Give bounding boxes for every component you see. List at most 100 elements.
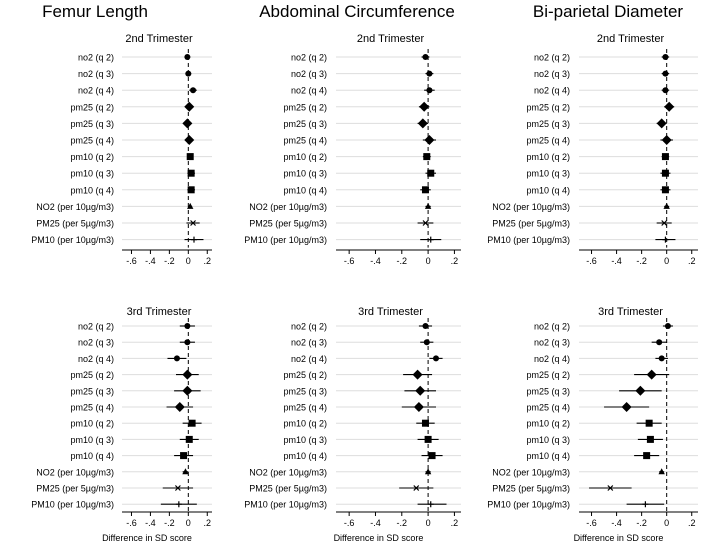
estimate-marker bbox=[656, 339, 663, 346]
row-label: pm10 (q 2) bbox=[70, 419, 114, 429]
estimate-marker bbox=[190, 220, 196, 226]
estimate-marker bbox=[662, 236, 669, 243]
estimate-marker bbox=[428, 452, 436, 460]
row-label: pm10 (q 2) bbox=[283, 152, 327, 162]
row-label: no2 (q 2) bbox=[534, 53, 570, 63]
estimate-marker bbox=[182, 385, 193, 396]
estimate-marker bbox=[646, 369, 657, 380]
x-tick-label: -.2 bbox=[636, 518, 647, 528]
estimate-marker bbox=[424, 468, 432, 475]
row-label: pm10 (q 3) bbox=[526, 169, 570, 179]
estimate-marker bbox=[661, 169, 669, 177]
column-title: Bi-parietal Diameter bbox=[533, 2, 684, 21]
estimate-marker bbox=[415, 385, 426, 396]
x-tick-label: .2 bbox=[451, 256, 459, 266]
estimate-marker bbox=[182, 468, 189, 475]
x-tick-label: -.4 bbox=[145, 518, 156, 528]
forest-panel: 3rd Trimester no2 (q 2) no2 (q 3) no2 (q 4)… bbox=[244, 306, 461, 543]
row-label: PM25 (per 5µg/m3) bbox=[249, 484, 327, 494]
estimate-marker bbox=[427, 236, 434, 243]
row-label: no2 (q 2) bbox=[534, 322, 570, 332]
row-label: PM25 (per 5µg/m3) bbox=[36, 484, 114, 494]
x-tick-label: .2 bbox=[451, 518, 459, 528]
row-label: pm25 (q 3) bbox=[70, 386, 114, 396]
forest-panel: 2nd Trimester no2 (q 2) no2 (q 3) no2 (q 4)… bbox=[244, 33, 461, 266]
estimate-marker bbox=[185, 70, 192, 77]
estimate-marker bbox=[423, 153, 431, 161]
row-label: no2 (q 3) bbox=[291, 338, 327, 348]
row-label: PM10 (per 10µg/m3) bbox=[244, 500, 327, 510]
row-label: pm25 (q 4) bbox=[283, 403, 327, 413]
estimate-marker bbox=[190, 87, 197, 94]
row-label: pm25 (q 2) bbox=[526, 370, 570, 380]
estimate-marker bbox=[184, 135, 195, 145]
x-axis-label: Difference in SD score bbox=[102, 533, 192, 543]
x-tick-label: -.4 bbox=[370, 518, 381, 528]
x-tick-label: -.2 bbox=[397, 256, 408, 266]
estimate-marker bbox=[661, 153, 669, 161]
estimate-marker bbox=[188, 419, 196, 427]
row-label: pm25 (q 4) bbox=[70, 403, 114, 413]
estimate-marker bbox=[413, 402, 424, 412]
row-label: no2 (q 3) bbox=[78, 338, 114, 348]
row-label: pm10 (q 3) bbox=[526, 435, 570, 445]
row-label: PM10 (per 10µg/m3) bbox=[31, 500, 114, 510]
estimate-marker bbox=[174, 402, 185, 412]
row-label: PM25 (per 5µg/m3) bbox=[249, 219, 327, 229]
row-label: PM25 (per 5µg/m3) bbox=[492, 219, 570, 229]
x-tick-label: -.6 bbox=[586, 256, 597, 266]
estimate-marker bbox=[422, 220, 429, 226]
row-label: pm10 (q 3) bbox=[283, 169, 327, 179]
panel-title: 3rd Trimester bbox=[127, 306, 192, 318]
row-label: PM10 (per 10µg/m3) bbox=[31, 235, 114, 245]
estimate-marker bbox=[427, 501, 434, 508]
estimate-marker bbox=[422, 54, 429, 60]
row-label: pm25 (q 4) bbox=[283, 136, 327, 146]
x-tick-label: -.6 bbox=[126, 518, 137, 528]
row-label: pm10 (q 2) bbox=[283, 419, 327, 429]
x-tick-label: 0 bbox=[186, 518, 191, 528]
estimate-marker bbox=[621, 402, 632, 412]
estimate-marker bbox=[662, 87, 669, 94]
estimate-marker bbox=[433, 355, 439, 362]
estimate-marker bbox=[180, 452, 188, 460]
x-tick-label: -.6 bbox=[586, 518, 597, 528]
estimate-marker bbox=[426, 70, 433, 77]
estimate-marker bbox=[656, 118, 667, 129]
estimate-marker bbox=[661, 135, 672, 145]
estimate-marker bbox=[417, 118, 428, 129]
row-label: no2 (q 2) bbox=[78, 322, 114, 332]
x-tick-label: .2 bbox=[204, 518, 212, 528]
row-label: no2 (q 3) bbox=[534, 69, 570, 79]
estimate-marker bbox=[184, 54, 191, 60]
row-label: no2 (q 4) bbox=[534, 86, 570, 96]
row-label: no2 (q 2) bbox=[291, 53, 327, 63]
estimate-marker bbox=[182, 369, 193, 380]
x-tick-label: -.2 bbox=[164, 518, 175, 528]
row-label: PM25 (per 5µg/m3) bbox=[492, 484, 570, 494]
row-label: no2 (q 3) bbox=[78, 69, 114, 79]
x-tick-label: -.4 bbox=[611, 256, 622, 266]
estimate-marker bbox=[663, 202, 670, 209]
row-label: no2 (q 4) bbox=[291, 86, 327, 96]
panel-title: 2nd Trimester bbox=[357, 33, 425, 45]
row-label: PM10 (per 10µg/m3) bbox=[244, 235, 327, 245]
estimate-marker bbox=[186, 153, 194, 161]
estimate-marker bbox=[175, 501, 182, 508]
row-label: no2 (q 4) bbox=[78, 354, 114, 364]
row-label: pm10 (q 4) bbox=[283, 185, 327, 195]
x-tick-label: -.4 bbox=[145, 256, 156, 266]
x-tick-label: .2 bbox=[688, 518, 696, 528]
row-label: NO2 (per 10µg/m3) bbox=[492, 202, 570, 212]
estimate-marker bbox=[412, 369, 423, 380]
row-label: no2 (q 4) bbox=[78, 86, 114, 96]
x-axis-label: Difference in SD score bbox=[334, 533, 424, 543]
row-label: pm10 (q 4) bbox=[70, 451, 114, 461]
panel-title: 2nd Trimester bbox=[125, 33, 193, 45]
row-label: pm25 (q 3) bbox=[283, 386, 327, 396]
forest-panel: 3rd Trimester no2 (q 2) no2 (q 3) no2 (q 4)… bbox=[31, 306, 212, 543]
estimate-marker bbox=[185, 435, 193, 443]
row-label: pm25 (q 4) bbox=[70, 136, 114, 146]
estimate-marker bbox=[427, 169, 435, 177]
